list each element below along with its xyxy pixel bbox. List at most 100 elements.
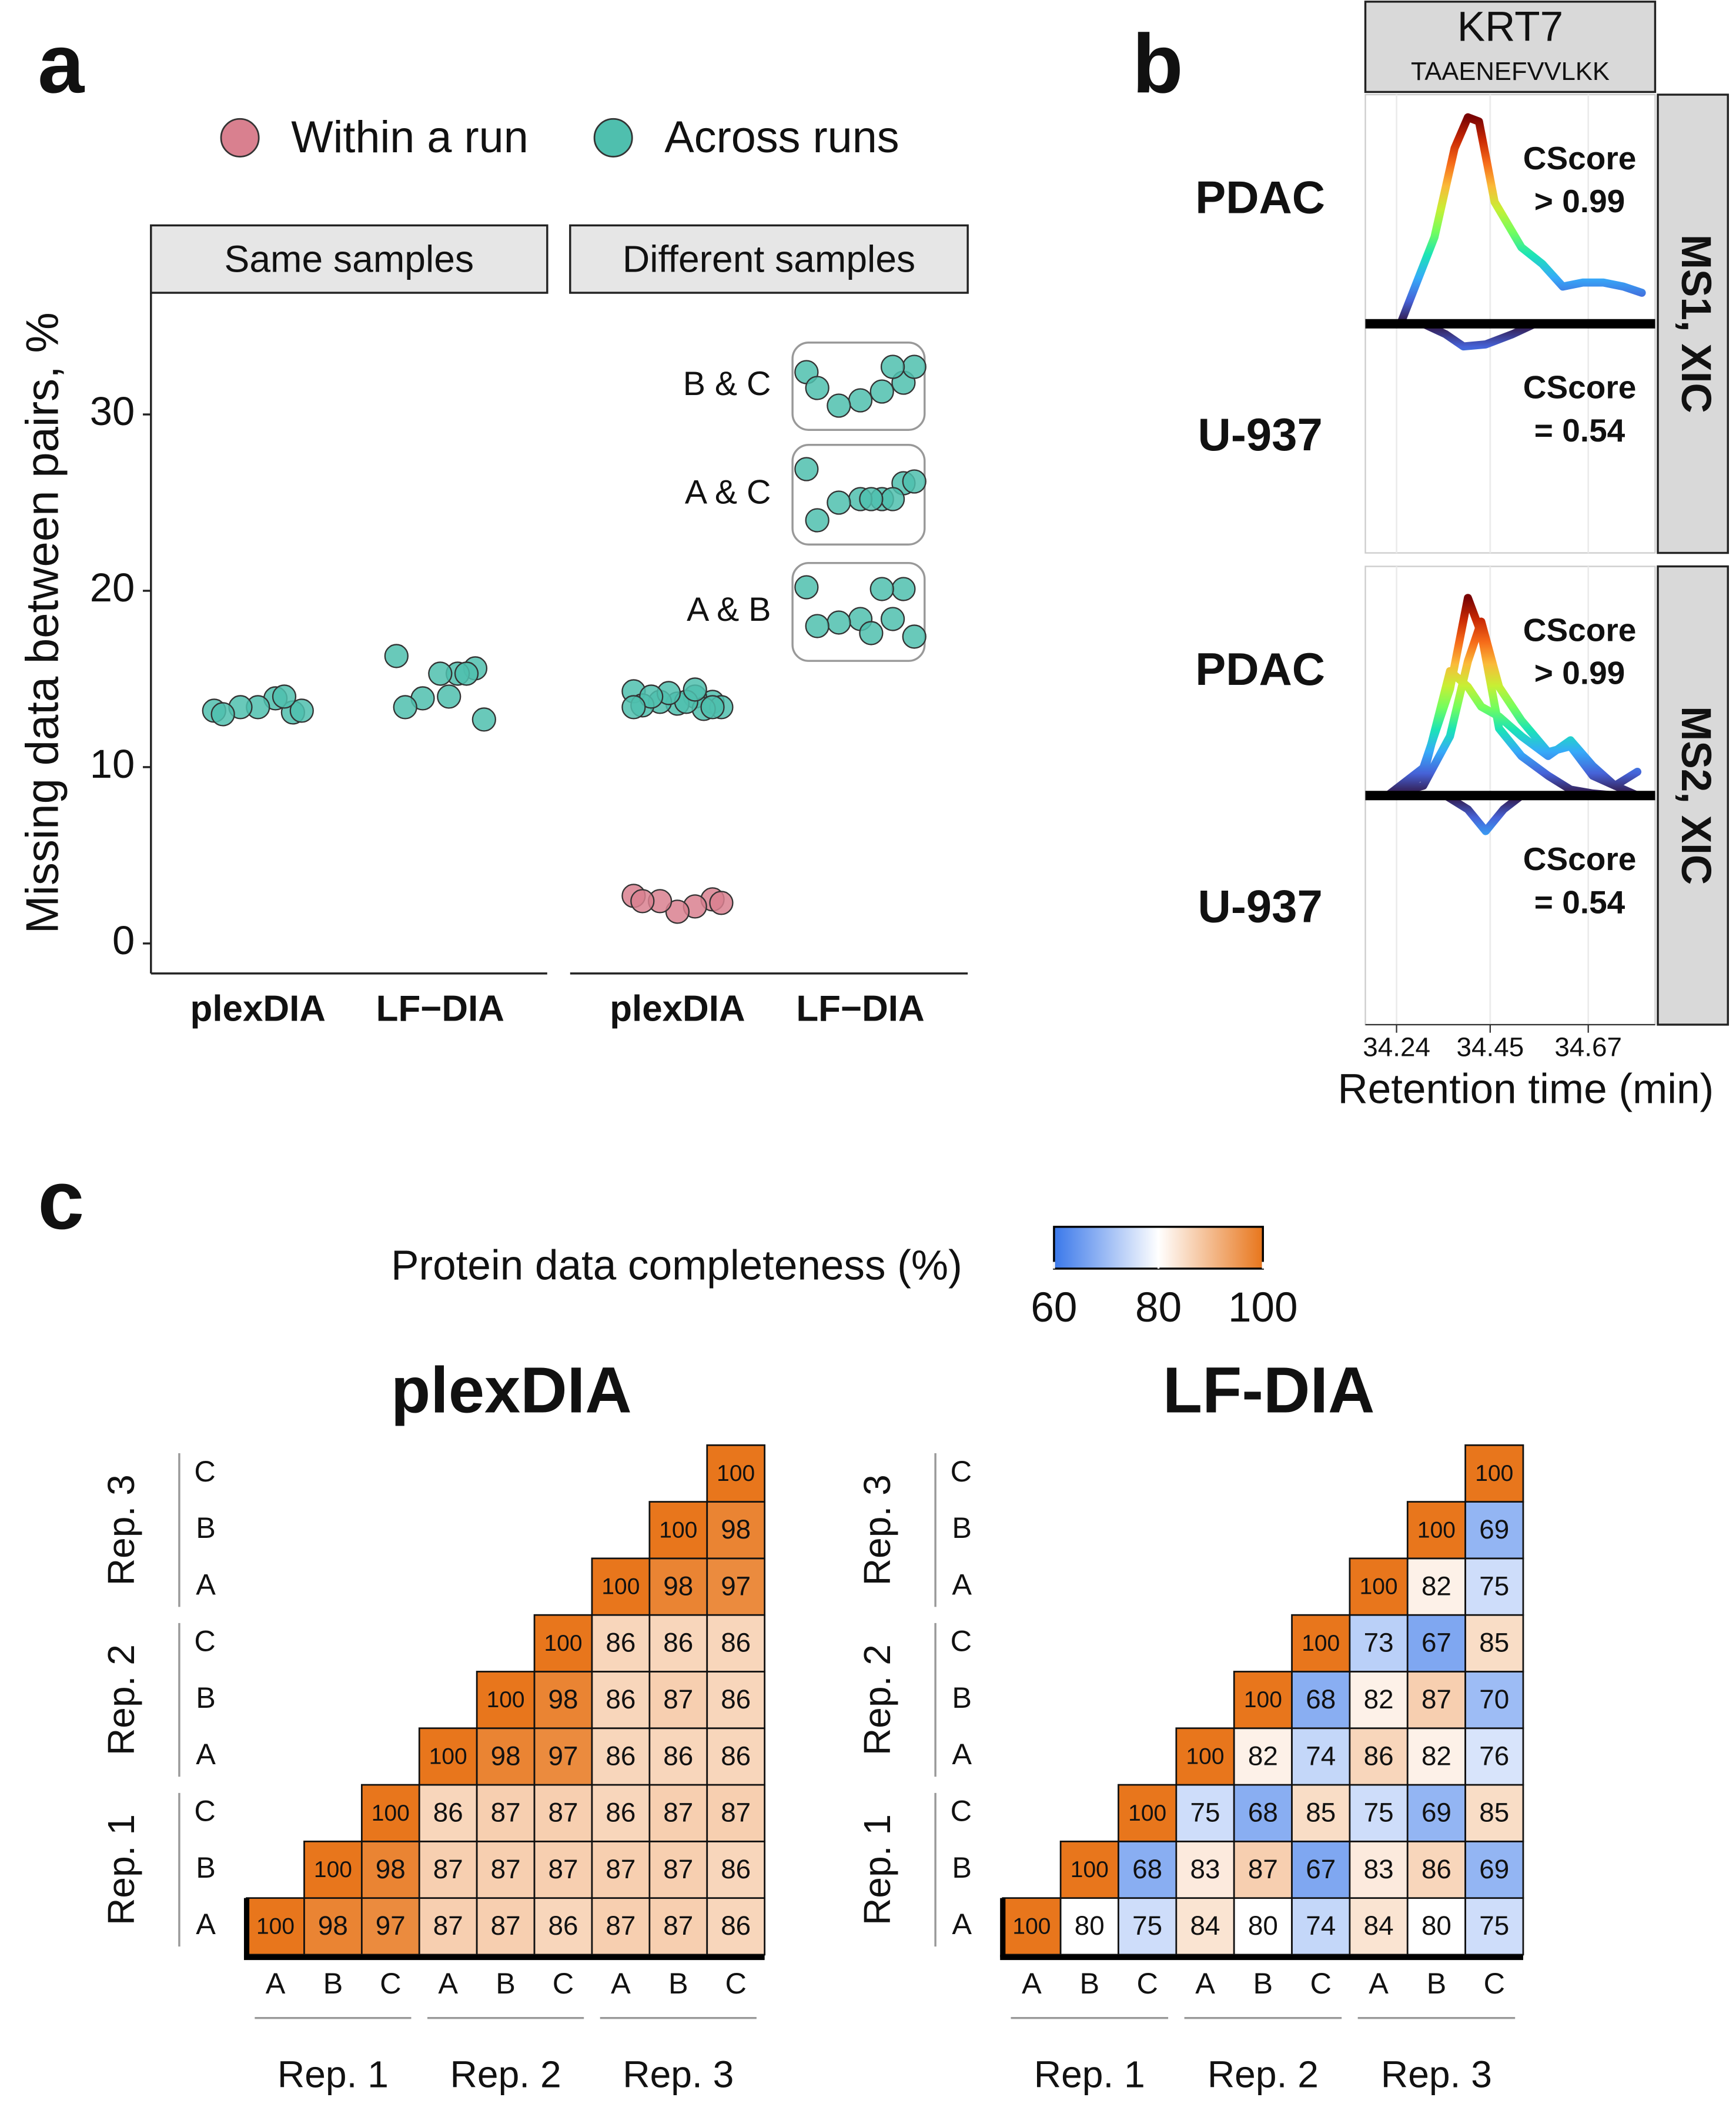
cell-label: 86 — [606, 1740, 635, 1771]
point — [709, 891, 734, 915]
cscore-label: CScore — [1523, 611, 1637, 648]
y-tick-label: C — [951, 1624, 972, 1658]
x-tick-label: B — [1427, 1966, 1447, 2000]
x-tick-label: plexDIA — [190, 988, 326, 1029]
y-tick-label: C — [951, 1794, 972, 1828]
group-label: A & B — [687, 591, 771, 628]
cell-label: 80 — [1248, 1910, 1278, 1941]
xic-line — [1383, 667, 1642, 800]
cell-label: 98 — [376, 1854, 406, 1884]
point — [683, 677, 707, 702]
y-tick-label: C — [951, 1454, 972, 1488]
cell — [533, 1671, 593, 1730]
cell — [1349, 1671, 1409, 1730]
cell — [1464, 1784, 1524, 1842]
point — [859, 621, 884, 645]
cell-label: 75 — [1132, 1910, 1162, 1941]
y-tick-label: A — [952, 1737, 972, 1771]
cell-label: 87 — [663, 1910, 693, 1941]
cell — [1464, 1671, 1524, 1730]
y-group-label: Rep. 3 — [100, 1474, 142, 1586]
x-tick-label: A — [611, 1966, 631, 2000]
cscore-label: CScore — [1523, 841, 1637, 877]
point — [827, 610, 851, 635]
cell-label: 100 — [429, 1744, 467, 1770]
x-tick-label: 34.45 — [1456, 1031, 1524, 1062]
cell-label: 97 — [721, 1570, 751, 1601]
y-tick-label: 10 — [90, 741, 135, 787]
facet-title: Different samples — [623, 238, 915, 280]
point — [827, 393, 851, 418]
point — [880, 354, 905, 379]
x-tick-label: plexDIA — [610, 988, 745, 1029]
cell-label: 67 — [1421, 1627, 1451, 1658]
cell-label: 97 — [376, 1910, 406, 1941]
cell — [706, 1727, 766, 1786]
y-tick-label: B — [952, 1511, 972, 1544]
cell — [1233, 1784, 1293, 1842]
point — [289, 698, 314, 723]
point — [393, 695, 417, 720]
cell-label: 98 — [318, 1910, 348, 1941]
cell-label: 87 — [433, 1910, 463, 1941]
xic-line — [1396, 113, 1646, 328]
cell-label: 87 — [491, 1854, 521, 1884]
cell — [303, 1840, 363, 1899]
cell-label: 87 — [606, 1910, 635, 1941]
cell-label: 100 — [1186, 1744, 1225, 1770]
point — [665, 899, 690, 924]
chart-title: LF-DIA — [1163, 1354, 1375, 1427]
cell — [1349, 1784, 1409, 1842]
colorbar — [1053, 1226, 1264, 1270]
cell-label: 98 — [721, 1514, 751, 1544]
cell — [476, 1840, 536, 1899]
cell-label: 87 — [663, 1797, 693, 1828]
legend-marker — [593, 118, 633, 158]
cell-label: 100 — [1360, 1574, 1398, 1600]
cell — [1349, 1557, 1409, 1616]
y-tick-label: B — [952, 1681, 972, 1714]
cell-label: 86 — [663, 1627, 693, 1658]
y-tick-label: B — [196, 1851, 216, 1884]
y-tick-label: 20 — [90, 565, 135, 610]
y-tick-label: B — [196, 1681, 216, 1714]
cell-label: 83 — [1364, 1854, 1394, 1884]
colorbar-tick-label: 80 — [1135, 1285, 1182, 1331]
cell — [1349, 1840, 1409, 1899]
cell-label: 87 — [606, 1854, 635, 1884]
xic-line — [1441, 791, 1526, 835]
point — [869, 379, 894, 404]
cell-label: 100 — [487, 1687, 525, 1712]
x-tick-label: C — [1136, 1966, 1158, 2000]
facet-strip — [150, 224, 548, 294]
cell-label: 86 — [1421, 1854, 1451, 1884]
cell-label: 100 — [1012, 1914, 1051, 1939]
cell — [1059, 1897, 1119, 1956]
cell-label: 69 — [1421, 1797, 1451, 1828]
point — [827, 490, 851, 515]
cell — [706, 1444, 766, 1503]
cell — [1291, 1784, 1351, 1842]
cell-label: 84 — [1364, 1910, 1394, 1941]
point — [880, 487, 905, 511]
cell-label: 86 — [433, 1797, 463, 1828]
y-group-label: Rep. 2 — [856, 1644, 898, 1755]
cell-label: 74 — [1306, 1740, 1336, 1771]
point — [902, 469, 926, 494]
cell-label: 100 — [256, 1914, 295, 1939]
cell — [1349, 1727, 1409, 1786]
cell — [1406, 1557, 1467, 1616]
x-tick-label: A — [1195, 1966, 1215, 2000]
x-tick-label: 34.24 — [1363, 1031, 1430, 1062]
cell — [591, 1557, 651, 1616]
cell-label: 75 — [1190, 1797, 1220, 1828]
colorbar-tick-label: 60 — [1031, 1285, 1077, 1331]
cell — [648, 1840, 708, 1899]
x-tick-label: B — [496, 1966, 516, 2000]
cell-label: 86 — [721, 1910, 751, 1941]
cell-label: 87 — [721, 1797, 751, 1828]
cell-label: 86 — [721, 1740, 751, 1771]
cell — [648, 1501, 708, 1560]
legend-label: Within a run — [291, 113, 529, 162]
title-strip — [1364, 1, 1657, 93]
